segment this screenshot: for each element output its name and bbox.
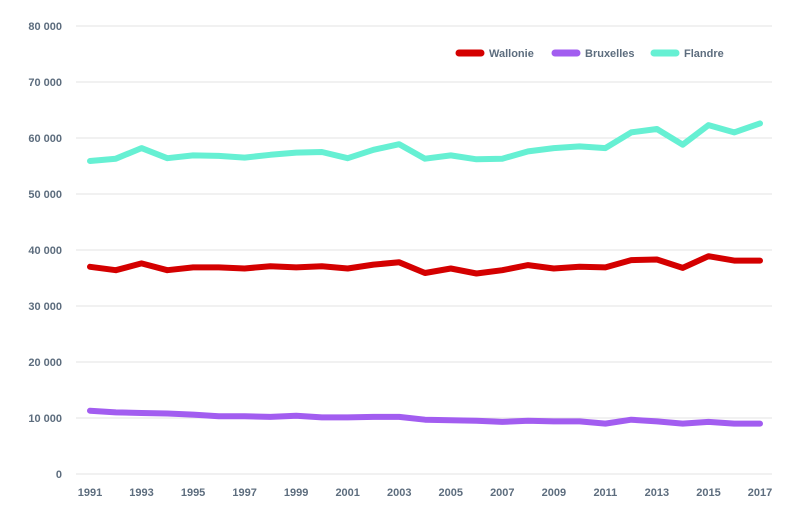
x-tick-label: 1999 bbox=[284, 487, 308, 499]
y-tick-label: 70 000 bbox=[28, 77, 62, 89]
series-line-wallonie bbox=[87, 253, 763, 277]
x-tick-label: 2001 bbox=[335, 487, 359, 499]
y-tick-label: 20 000 bbox=[28, 357, 62, 369]
y-tick-label: 80 000 bbox=[28, 21, 62, 33]
series-lines bbox=[87, 120, 763, 427]
y-tick-label: 50 000 bbox=[28, 189, 62, 201]
grid bbox=[76, 25, 772, 475]
y-tick-label: 30 000 bbox=[28, 301, 62, 313]
legend: Wallonie Bruxelles Flandre bbox=[455, 48, 724, 60]
x-tick-label: 2017 bbox=[748, 487, 772, 499]
x-tick-label: 1991 bbox=[78, 487, 102, 499]
x-tick-label: 2005 bbox=[439, 487, 463, 499]
x-tick-label: 2011 bbox=[593, 487, 617, 499]
x-tick-label: 1995 bbox=[181, 487, 205, 499]
legend-label: Bruxelles bbox=[585, 48, 635, 60]
legend-item-wallonie: Wallonie bbox=[455, 48, 534, 60]
series-line-bruxelles bbox=[87, 407, 763, 427]
legend-label: Flandre bbox=[684, 48, 724, 60]
x-axis: 1991 1993 1995 1997 1999 2001 2003 2005 2007 2009… bbox=[78, 487, 772, 499]
series-line-flandre bbox=[87, 120, 763, 164]
y-tick-label: 40 000 bbox=[28, 245, 62, 257]
x-tick-label: 2007 bbox=[490, 487, 514, 499]
y-tick-label: 60 000 bbox=[28, 133, 62, 145]
legend-label: Wallonie bbox=[489, 48, 534, 60]
y-tick-label: 0 bbox=[56, 469, 62, 481]
y-tick-label: 10 000 bbox=[28, 413, 62, 425]
x-tick-label: 2009 bbox=[542, 487, 566, 499]
x-tick-label: 2003 bbox=[387, 487, 411, 499]
x-tick-label: 2015 bbox=[696, 487, 720, 499]
x-tick-label: 1993 bbox=[129, 487, 153, 499]
x-tick-label: 1997 bbox=[232, 487, 256, 499]
x-tick-label: 2013 bbox=[645, 487, 669, 499]
legend-item-flandre: Flandre bbox=[650, 48, 724, 60]
y-axis: 0 10 000 20 000 30 000 40 000 50 000 60 000 70 … bbox=[28, 21, 62, 481]
legend-item-bruxelles: Bruxelles bbox=[551, 48, 635, 60]
